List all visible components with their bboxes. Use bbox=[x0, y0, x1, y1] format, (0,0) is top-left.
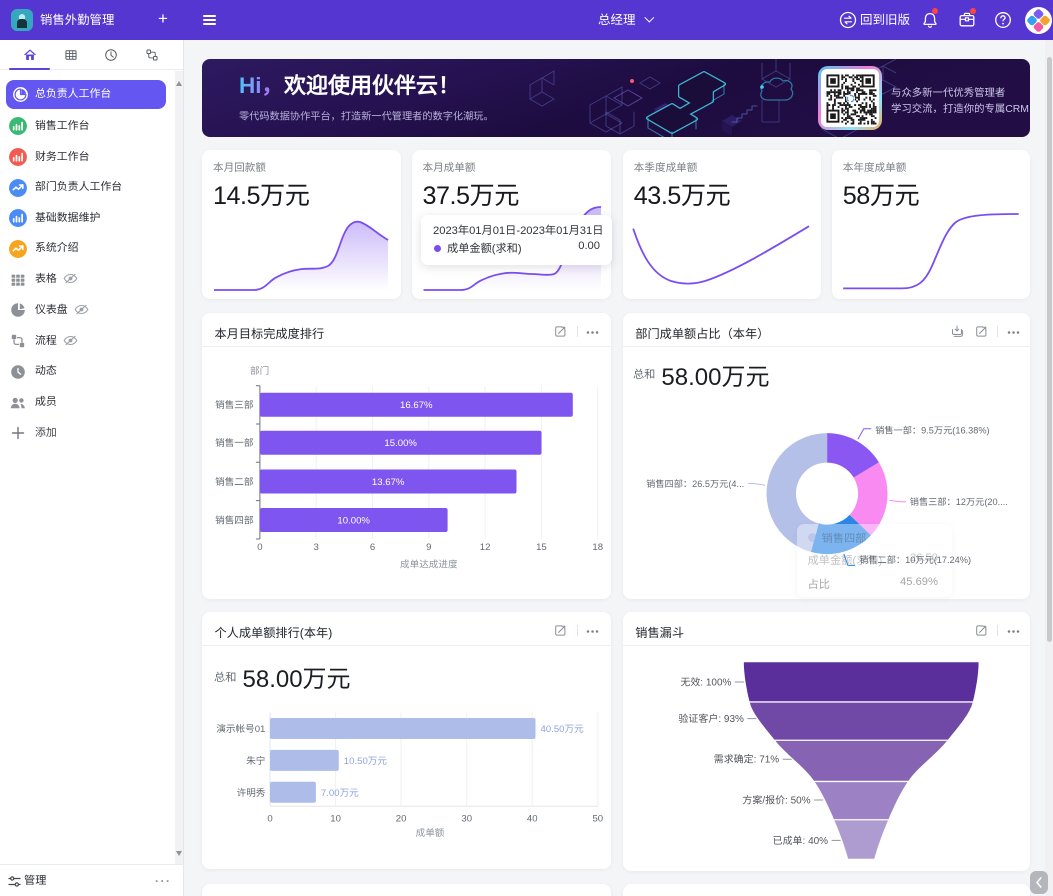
svg-text:许明秀: 许明秀 bbox=[237, 787, 266, 799]
svg-text:销售三部: 销售三部 bbox=[215, 399, 254, 411]
svg-text:销售二部: 销售二部 bbox=[215, 476, 254, 488]
svg-text:与众多新一代优秀管理者: 与众多新一代优秀管理者 bbox=[891, 87, 1005, 99]
svg-text:销售一部: 销售一部 bbox=[215, 437, 254, 449]
svg-text:10.50万元: 10.50万元 bbox=[344, 756, 388, 767]
svg-text:成单额: 成单额 bbox=[416, 827, 445, 839]
svg-text:部门: 部门 bbox=[250, 365, 269, 377]
svg-text:7.00万元: 7.00万元 bbox=[321, 788, 359, 799]
svg-text:15.00%: 15.00% bbox=[384, 438, 417, 449]
svg-text:成单达成进度: 成单达成进度 bbox=[400, 559, 458, 571]
svg-text:40.50万元: 40.50万元 bbox=[541, 724, 585, 735]
svg-text:销售一部：9.5万元(16.38%): 销售一部：9.5万元(16.38%) bbox=[875, 426, 989, 436]
svg-text:6: 6 bbox=[370, 542, 375, 553]
svg-text:15: 15 bbox=[536, 542, 547, 553]
svg-text:销售四部: 销售四部 bbox=[215, 514, 254, 526]
svg-text:18: 18 bbox=[592, 542, 603, 553]
svg-text:欢迎使用伙伴云！: 欢迎使用伙伴云！ bbox=[283, 73, 460, 98]
svg-text:13.67%: 13.67% bbox=[372, 477, 405, 488]
svg-text:0: 0 bbox=[257, 542, 262, 553]
svg-text:销售四部：26.5万元(4...: 销售四部：26.5万元(4... bbox=[646, 479, 744, 489]
svg-text:演示帐号01: 演示帐号01 bbox=[216, 723, 265, 735]
svg-text:销售三部：12万元(20....: 销售三部：12万元(20.... bbox=[910, 497, 1008, 507]
svg-text:3: 3 bbox=[314, 542, 319, 553]
svg-text:销售二部：10万元(17.24%): 销售二部：10万元(17.24%) bbox=[859, 555, 971, 565]
svg-text:40: 40 bbox=[527, 814, 538, 825]
svg-text:30: 30 bbox=[461, 814, 472, 825]
svg-text:12: 12 bbox=[480, 542, 491, 553]
svg-text:方案/报价: 50%: 方案/报价: 50% bbox=[742, 794, 810, 806]
svg-text:10.00%: 10.00% bbox=[337, 515, 370, 526]
svg-text:50: 50 bbox=[592, 814, 603, 825]
svg-text:Hi，: Hi， bbox=[239, 73, 284, 98]
svg-text:16.67%: 16.67% bbox=[400, 400, 433, 411]
svg-text:验证客户: 93%: 验证客户: 93% bbox=[678, 713, 744, 725]
svg-text:无效: 100%: 无效: 100% bbox=[680, 676, 731, 688]
svg-text:9: 9 bbox=[426, 542, 431, 553]
svg-text:20: 20 bbox=[396, 814, 407, 825]
svg-text:零代码数据协作平台，打造新一代管理者的数字化潮玩。: 零代码数据协作平台，打造新一代管理者的数字化潮玩。 bbox=[239, 110, 494, 122]
svg-text:10: 10 bbox=[330, 814, 341, 825]
svg-text:学习交流，打造你的专属CRM: 学习交流，打造你的专属CRM bbox=[891, 103, 1029, 115]
svg-text:朱宁: 朱宁 bbox=[246, 755, 265, 767]
svg-text:0: 0 bbox=[267, 814, 272, 825]
svg-text:需求确定: 71%: 需求确定: 71% bbox=[714, 754, 780, 766]
svg-text:已成单: 40%: 已成单: 40% bbox=[772, 835, 828, 847]
